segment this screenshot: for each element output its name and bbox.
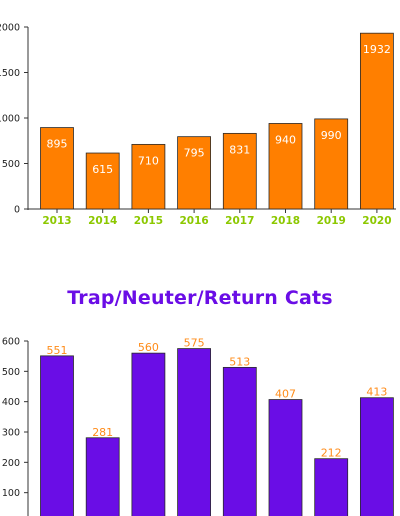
chart-2-bar [222, 366, 257, 516]
chart-1-data-label: 895 [47, 138, 68, 151]
chart-1-x-tick-label: 2017 [225, 215, 254, 227]
chart-1-y-tick-label: 1500 [0, 68, 20, 79]
chart-2-title: Trap/Neuter/Return Cats [67, 287, 333, 309]
chart-1-bar [359, 32, 394, 210]
chart-2-data-label: 407 [275, 388, 296, 401]
chart-2-data-label: 513 [229, 355, 250, 368]
chart-1-x-tick-label: 2014 [88, 215, 117, 227]
chart-1-data-label: 795 [184, 147, 205, 160]
chart-1-data-label: 615 [92, 163, 113, 176]
chart-1-data-label: 990 [321, 129, 342, 142]
chart-1: 0 500 1000 1500 2000 895 2013 615 2014 710 2015 795… [0, 23, 396, 227]
chart-1-data-label: 1932 [363, 43, 391, 56]
chart-1-x-tick-label: 2018 [271, 215, 300, 227]
chart-2-bar [314, 458, 349, 516]
chart-2-y-tick-label: 100 [2, 488, 20, 499]
chart-1-data-label: 940 [275, 133, 296, 146]
chart-2-data-label: 575 [184, 337, 205, 350]
chart-1-x-tick-label: 2019 [317, 215, 346, 227]
chart-1-data-label: 710 [138, 154, 159, 167]
chart-2-bar [268, 399, 303, 516]
chart-1-data-label: 831 [229, 143, 250, 156]
chart-2-y-tick-label: 400 [2, 397, 20, 408]
chart-1-bar [222, 132, 257, 210]
chart-2: 100 200 300 400 500 600 551 281 560 575 513 407 212 4… [2, 337, 394, 516]
chart-2-bar [85, 437, 120, 516]
chart-2-bar [177, 348, 212, 516]
chart-2-data-label: 212 [321, 447, 342, 460]
chart-2-data-label: 551 [47, 344, 68, 357]
chart-2-y-tick-label: 600 [2, 337, 20, 348]
chart-1-x-tick-label: 2016 [179, 215, 208, 227]
chart-1-y-tick-label: 0 [14, 205, 20, 216]
chart-1-x-tick-label: 2020 [362, 215, 391, 227]
chart-2-bar [359, 397, 394, 516]
chart-2-y-tick-label: 200 [2, 458, 20, 469]
chart-2-bar [131, 352, 166, 516]
chart-2-bar [40, 355, 74, 516]
chart-2-y-tick-label: 500 [2, 367, 20, 378]
chart-2-data-label: 413 [366, 386, 387, 399]
chart-1-x-tick-label: 2013 [42, 215, 71, 227]
chart-2-data-label: 560 [138, 341, 159, 354]
chart-1-y-tick-label: 1000 [0, 114, 20, 125]
chart-1-y-tick-label: 2000 [0, 23, 20, 34]
chart-1-bar [85, 152, 120, 210]
chart-2-data-label: 281 [92, 426, 113, 439]
chart-1-x-tick-label: 2015 [134, 215, 163, 227]
chart-1-y-tick-label: 500 [2, 159, 20, 170]
chart-2-y-tick-label: 300 [2, 428, 20, 439]
